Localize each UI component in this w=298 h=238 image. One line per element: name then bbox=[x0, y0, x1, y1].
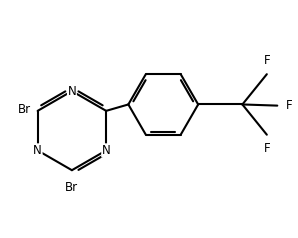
Text: N: N bbox=[102, 144, 111, 157]
Text: Br: Br bbox=[18, 103, 31, 116]
Text: F: F bbox=[263, 142, 270, 155]
Text: F: F bbox=[285, 99, 292, 112]
Text: Br: Br bbox=[65, 181, 78, 194]
Text: N: N bbox=[68, 84, 76, 98]
Text: F: F bbox=[263, 54, 270, 67]
Text: N: N bbox=[33, 144, 42, 157]
